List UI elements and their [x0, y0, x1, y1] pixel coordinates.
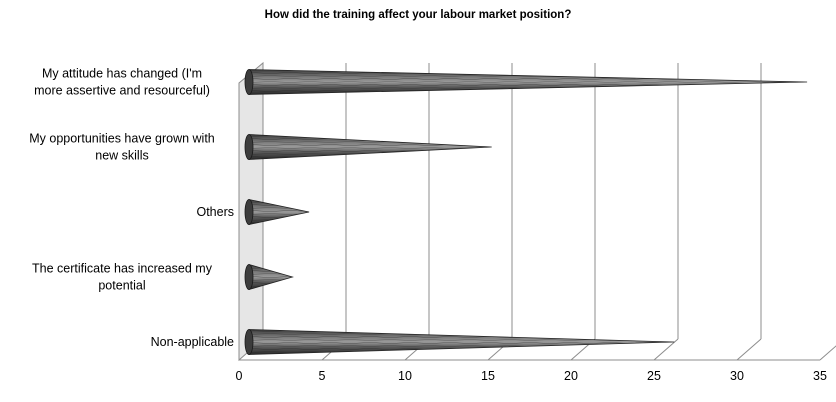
bar-cone-base: [244, 264, 254, 290]
x-tick-label: 5: [319, 369, 326, 383]
bar-cone-base: [244, 199, 254, 225]
gridline-floor: [653, 338, 679, 361]
bar-cone-base: [244, 329, 254, 355]
x-tick-label: 25: [647, 369, 661, 383]
bar-cone-texture: [249, 199, 310, 225]
x-tick-label: 15: [481, 369, 495, 383]
gridline-floor: [736, 338, 762, 361]
x-tick-label: 20: [564, 369, 578, 383]
bar-cone-texture: [249, 329, 675, 355]
category-label: My opportunities have grown with new skil…: [29, 132, 215, 163]
category-label: Others: [196, 205, 234, 219]
gridline-floor: [819, 345, 836, 361]
bar-cone-texture: [249, 264, 293, 290]
x-tick-label: 35: [813, 369, 827, 383]
x-tick-label: 0: [236, 369, 243, 383]
x-tick-label: 30: [730, 369, 744, 383]
x-tick-label: 10: [398, 369, 412, 383]
bar-cone-base: [244, 69, 254, 95]
bar-cone-texture: [249, 134, 492, 160]
bar-cone-base: [244, 134, 254, 160]
chart-title: How did the training affect your labour …: [265, 9, 572, 21]
bar-cone-texture: [249, 69, 808, 95]
category-label: Non-applicable: [151, 335, 234, 349]
category-label: The certificate has increased my potentia…: [32, 262, 213, 293]
category-label: My attitude has changed (I'm more asserti…: [34, 67, 210, 98]
